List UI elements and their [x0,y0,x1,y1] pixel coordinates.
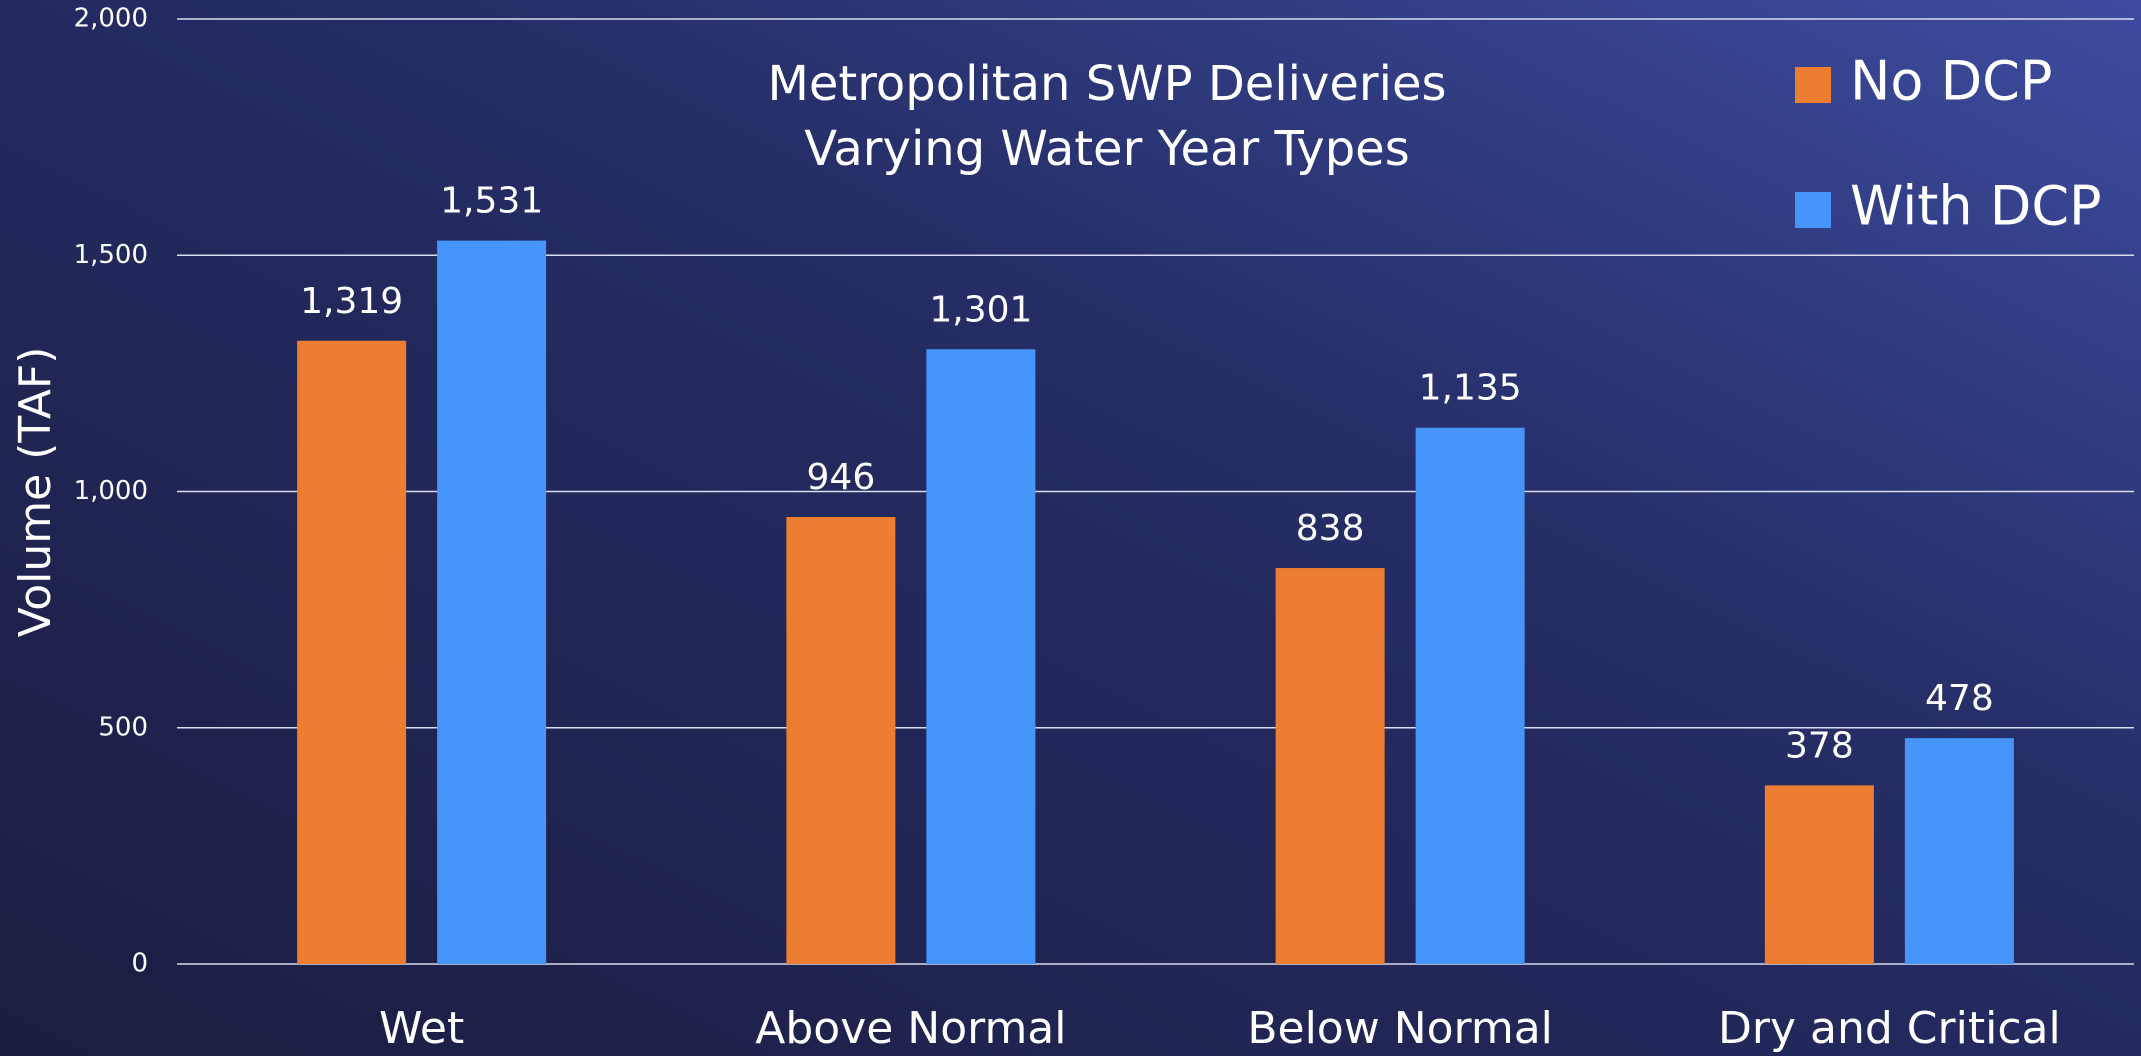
bar [437,240,547,965]
legend-label: No DCP [1850,50,2052,113]
chart-subtitle: Varying Water Year Types [804,121,1409,177]
bar [786,517,896,964]
bar [1764,785,1874,964]
bar [1275,568,1385,964]
x-tick-label: Dry and Critical [1718,1003,2061,1054]
bar [297,340,407,965]
x-tick-label: Wet [379,1003,464,1054]
y-axis-label: Volume (TAF) [10,347,61,638]
data-label: 838 [1296,508,1365,549]
data-label: 946 [807,457,876,498]
x-tick-label: Above Normal [755,1003,1066,1054]
chart-title: Metropolitan SWP Deliveries [767,56,1446,112]
data-label: 478 [1925,678,1994,719]
y-tick-label: 2,000 [74,4,148,34]
legend-swatch [1795,192,1831,228]
data-label: 1,301 [929,289,1032,330]
data-label: 1,319 [300,281,403,322]
y-tick-label: 500 [98,712,148,742]
y-tick-label: 1,500 [74,240,148,270]
data-label: 1,531 [440,181,543,222]
x-tick-label: Below Normal [1247,1003,1553,1054]
legend-label: With DCP [1850,175,2102,238]
bar [1904,738,2014,964]
legend-swatch [1795,67,1831,103]
data-label: 378 [1785,725,1854,766]
bar [926,349,1036,965]
data-label: 1,135 [1419,368,1522,409]
bar [1415,427,1525,964]
y-tick-label: 0 [131,949,148,979]
y-tick-label: 1,000 [74,476,148,506]
